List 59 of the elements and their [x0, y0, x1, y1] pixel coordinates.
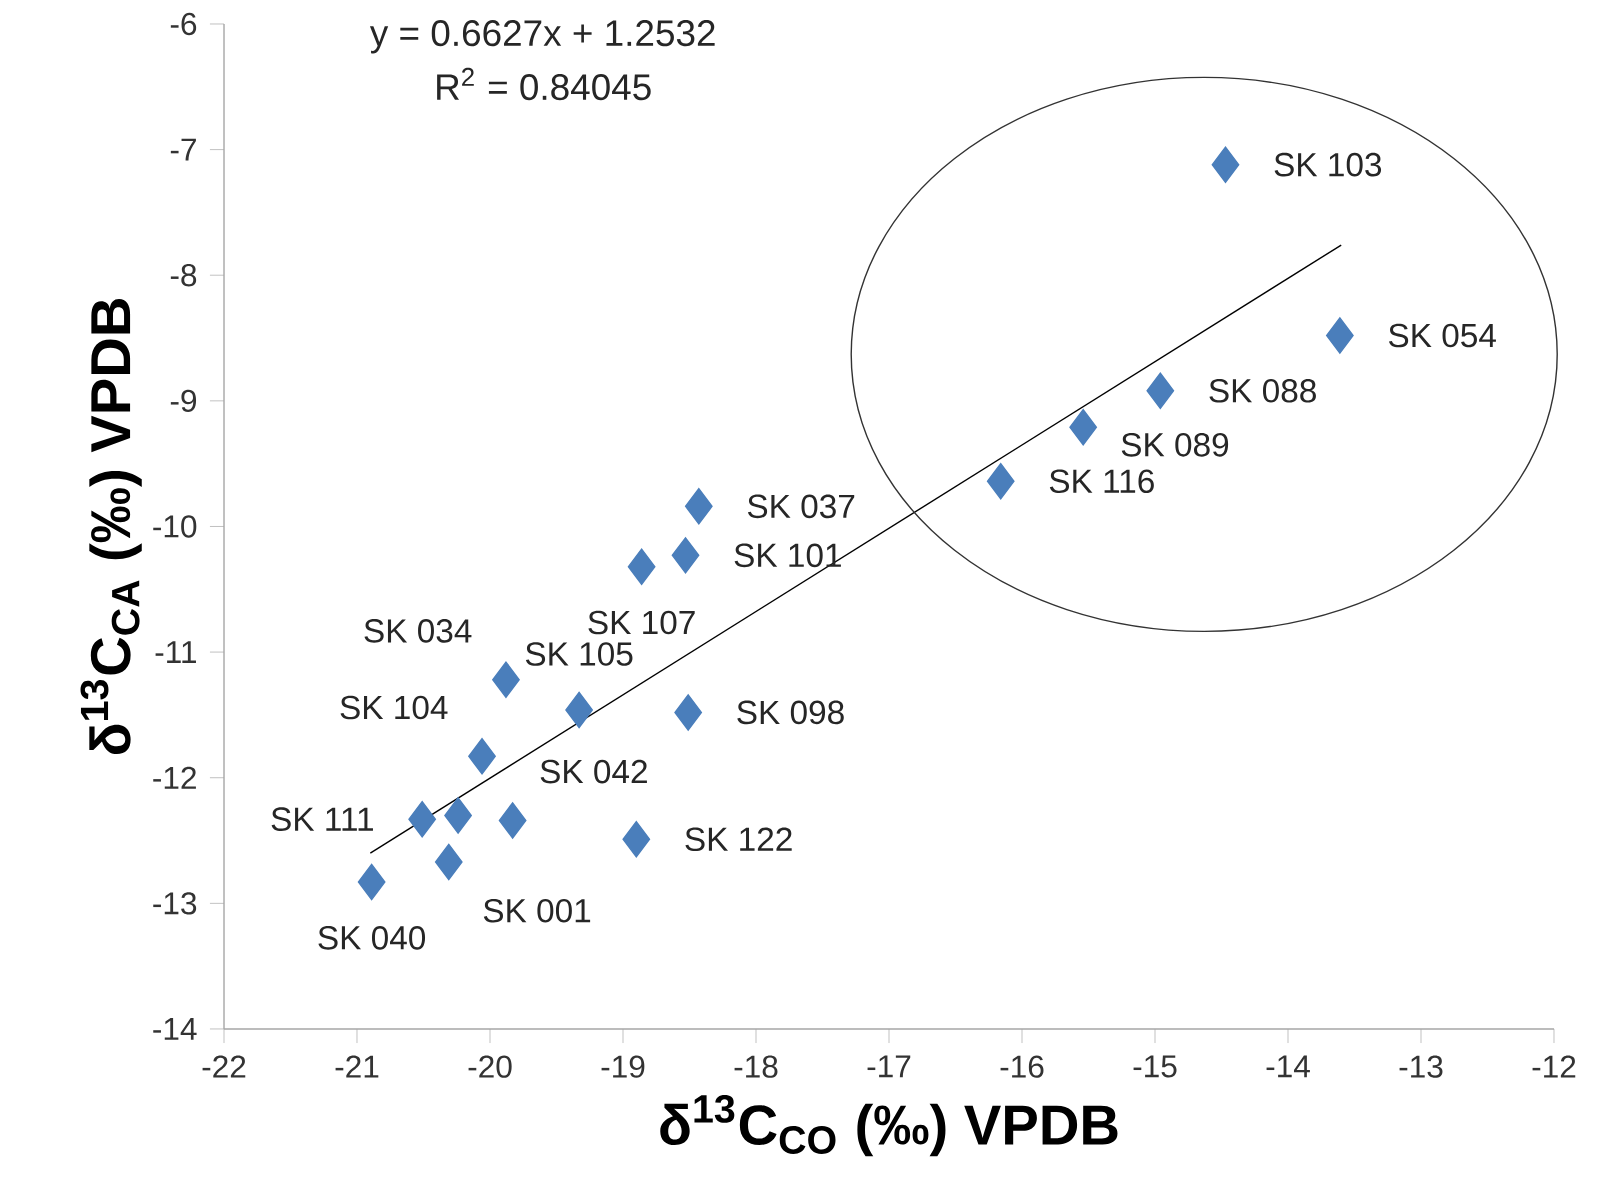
x-tick-label: -21 — [335, 1055, 379, 1078]
point — [1211, 146, 1240, 183]
annotation: SK 104 — [340, 695, 448, 720]
y-tick-label: -10 — [153, 515, 197, 538]
x-tick-label: -17 — [867, 1055, 911, 1078]
x-axis-title: δ$^{13}$C$_{CO}$ (‰) VPDB — [660, 1094, 1118, 1157]
annotation: SK 101 — [734, 543, 841, 568]
point — [492, 661, 520, 699]
x-tick-label: -20 — [468, 1055, 512, 1078]
annotation: SK 040 — [318, 926, 426, 950]
annotation: SK 122 — [685, 827, 792, 852]
annotation: SK 054 — [1388, 323, 1496, 348]
y-axis-title: δ$^{13}$C$_{CA}$ (‰) VPDB — [80, 299, 142, 755]
annotation: SK 088 — [1209, 378, 1316, 403]
x-tick-label: -18 — [734, 1055, 778, 1078]
point — [498, 802, 527, 839]
point — [1146, 372, 1175, 410]
annotation: SK 001 — [483, 898, 591, 923]
annotation: SK 105 — [525, 642, 633, 666]
point — [986, 462, 1015, 500]
x-tick-label: -19 — [601, 1055, 645, 1078]
x-tick-label: -12 — [1532, 1055, 1576, 1078]
y-tick-label: -13 — [153, 892, 197, 915]
x-tick-label: -14 — [1266, 1055, 1310, 1078]
annotation: SK 042 — [540, 759, 647, 784]
x-tick-label: -13 — [1399, 1055, 1443, 1078]
point — [684, 488, 713, 525]
point — [627, 548, 656, 585]
y-tick-label: -11 — [155, 641, 196, 663]
annotation: SK 111 — [271, 807, 373, 832]
point — [674, 694, 703, 731]
x-tick-label: -16 — [1000, 1055, 1044, 1078]
point — [468, 738, 496, 775]
annotation: SK 116 — [1049, 469, 1154, 494]
annotation: SK 037 — [747, 494, 855, 519]
y-tick-label: -6 — [170, 12, 197, 36]
point — [434, 843, 463, 881]
annotation: SK 107 — [588, 610, 695, 635]
y-tick-label: -7 — [170, 138, 196, 161]
x-tick-label: -22 — [202, 1055, 246, 1078]
y-tick-label: -12 — [153, 766, 196, 789]
point — [357, 863, 386, 901]
y-tick-label: -9 — [170, 389, 197, 413]
point — [622, 821, 651, 858]
y-tick-label: -8 — [170, 264, 197, 287]
point — [444, 797, 472, 834]
annotation: SK 098 — [737, 700, 844, 725]
annotation: R$^{2}$ = 0.84045 — [437, 67, 651, 101]
point — [1069, 408, 1098, 446]
point — [565, 691, 594, 729]
annotation: SK 089 — [1121, 433, 1229, 457]
annotation: SK 034 — [364, 619, 472, 643]
point — [408, 800, 437, 838]
point — [671, 537, 700, 574]
point — [1325, 317, 1354, 354]
x-tick-label: -15 — [1133, 1055, 1177, 1078]
annotation: SK 103 — [1274, 152, 1382, 177]
annotation: y = 0.6627x + 1.2532 — [369, 20, 715, 54]
y-tick-label: -14 — [153, 1018, 197, 1040]
